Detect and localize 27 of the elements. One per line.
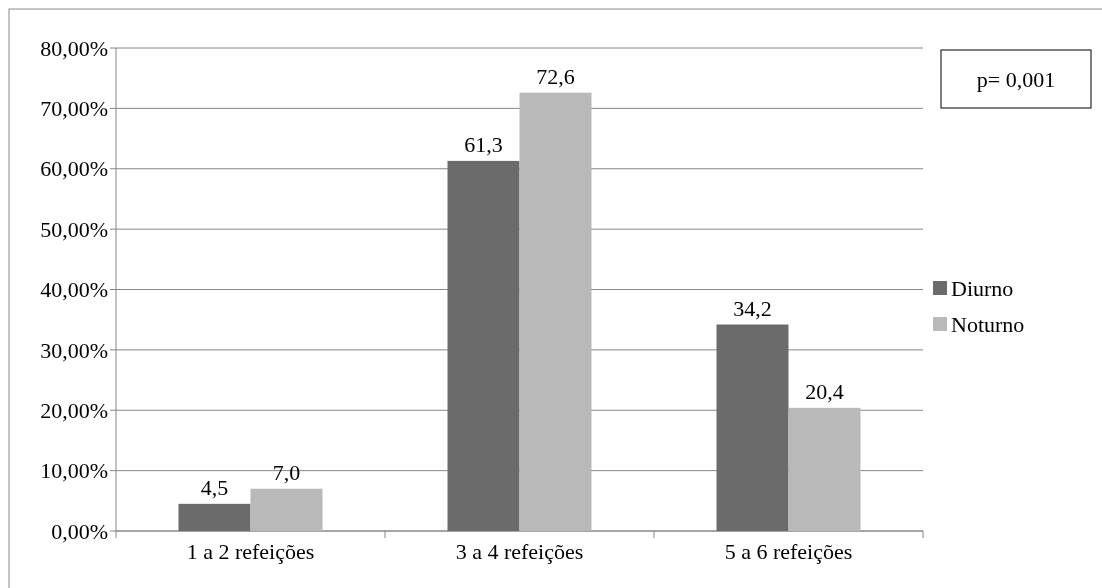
y-tick-label: 30,00% xyxy=(40,337,108,363)
y-tick-label: 60,00% xyxy=(40,156,108,182)
data-label: 34,2 xyxy=(733,295,772,321)
bar xyxy=(250,488,323,531)
bar xyxy=(447,160,520,531)
bar xyxy=(519,92,592,531)
y-tick-label: 40,00% xyxy=(40,277,108,303)
y-tick-label: 20,00% xyxy=(40,397,108,423)
y-tick-label: 70,00% xyxy=(40,96,108,122)
legend-label: Noturno xyxy=(951,311,1025,337)
x-tick-label: 1 a 2 refeições xyxy=(186,539,315,564)
bar xyxy=(178,503,251,531)
y-tick-label: 50,00% xyxy=(40,216,108,242)
data-label: 72,6 xyxy=(536,63,575,89)
legend-label: Diurno xyxy=(951,275,1014,301)
data-label: 20,4 xyxy=(805,378,844,404)
bar xyxy=(788,407,861,531)
y-tick-label: 10,00% xyxy=(40,458,108,484)
data-label: 7,0 xyxy=(272,459,301,485)
data-label: 61,3 xyxy=(464,131,503,157)
y-tick-label: 80,00% xyxy=(40,35,108,61)
y-tick-label: 0,00% xyxy=(51,518,108,544)
x-tick-label: 3 a 4 refeições xyxy=(455,539,584,564)
text: p= 0,001 xyxy=(976,66,1056,92)
x-tick-label: 5 a 6 refeições xyxy=(724,539,853,564)
bar xyxy=(716,324,789,531)
data-label: 4,5 xyxy=(200,474,229,500)
